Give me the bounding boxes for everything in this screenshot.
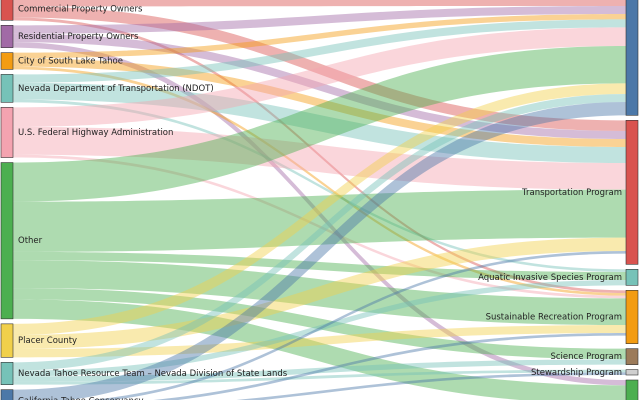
target-label: Transportation Program <box>521 188 622 198</box>
sankey-link <box>236 372 626 400</box>
sankey-link <box>13 42 626 386</box>
sankey-labels: Commercial Property Owners Residential Pr… <box>18 5 622 400</box>
sankey-link <box>13 14 626 59</box>
source-label: Nevada Tahoe Resource Team – Nevada Divi… <box>18 369 288 379</box>
sankey-link <box>13 237 626 349</box>
sankey-link <box>153 333 626 400</box>
sankey-link <box>13 126 626 190</box>
source-node <box>0 389 14 400</box>
source-label: U.S. Federal Highway Administration <box>18 128 173 138</box>
target-node <box>625 120 639 265</box>
source-label: California Tahoe Conservancy <box>18 396 144 400</box>
source-label: Placer County <box>18 336 77 346</box>
sankey-link <box>13 189 626 252</box>
sankey-link <box>13 94 626 371</box>
source-node <box>0 52 14 70</box>
sankey-link <box>13 369 626 385</box>
sankey-links <box>13 0 626 400</box>
target-node <box>625 0 639 116</box>
source-label: City of South Lake Tahoe <box>18 57 123 67</box>
source-node <box>0 74 14 103</box>
sankey-link <box>13 260 626 325</box>
target-node <box>625 369 639 376</box>
sankey-link <box>13 33 626 139</box>
sankey-link <box>13 27 626 127</box>
sankey-link <box>13 299 626 400</box>
target-node <box>625 290 639 344</box>
sankey-link <box>13 325 626 358</box>
sankey-link <box>13 19 626 83</box>
source-node <box>0 323 14 358</box>
sankey-link <box>13 58 626 147</box>
sankey-link <box>13 359 626 382</box>
source-label: Residential Property Owners <box>18 32 139 42</box>
sankey-link <box>13 66 626 296</box>
sankey-link <box>13 82 626 163</box>
target-label: Aquatic Invasive Species Program <box>478 273 622 283</box>
source-label: Commercial Property Owners <box>18 5 143 15</box>
target-node <box>625 379 639 400</box>
sankey-link <box>13 83 626 336</box>
source-label: Other <box>18 236 43 246</box>
sankey-link <box>13 280 626 377</box>
target-node <box>625 348 639 365</box>
sankey-link <box>13 99 626 272</box>
sankey-link <box>13 6 626 132</box>
sankey-link <box>13 288 626 360</box>
sankey-link <box>13 0 626 7</box>
source-node <box>0 362 14 385</box>
target-label: Sustainable Recreation Program <box>486 313 622 323</box>
sankey-link <box>13 46 626 202</box>
source-label: Nevada Department of Transportation (NDO… <box>18 84 214 94</box>
target-label: Stewardship Program <box>531 368 622 378</box>
sankey-link <box>13 6 626 34</box>
source-node <box>0 107 14 158</box>
sankey-link <box>13 17 626 293</box>
sankey-link <box>13 102 626 400</box>
sankey-link <box>13 154 626 299</box>
target-label: Science Program <box>550 352 622 362</box>
target-node <box>625 269 639 286</box>
source-node <box>0 25 14 48</box>
sankey-link <box>13 251 626 280</box>
source-node <box>0 0 14 21</box>
source-node <box>0 162 14 320</box>
